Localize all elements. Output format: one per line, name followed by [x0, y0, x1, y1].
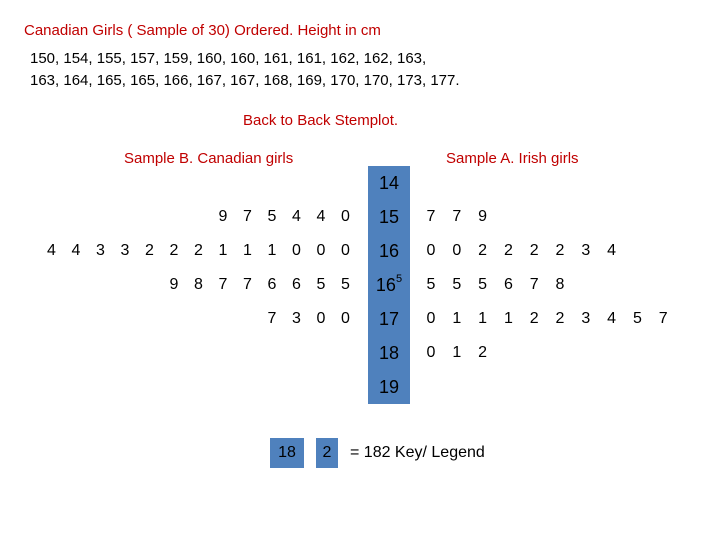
- stem-6: 19: [378, 377, 400, 397]
- key-legend-text: = 182 Key/ Legend: [350, 444, 485, 461]
- right-leaf: 2: [555, 310, 565, 327]
- stem-column: [368, 166, 410, 404]
- stem-5: 18: [378, 343, 400, 363]
- stemplot-subtitle: Back to Back Stemplot.: [243, 112, 399, 129]
- left-leaf: 3: [120, 242, 130, 259]
- page-title: Canadian Girls ( Sample of 30) Ordered. …: [24, 22, 381, 39]
- left-leaf: 6: [267, 276, 277, 293]
- left-leaf: 7: [218, 276, 228, 293]
- left-leaf: 7: [243, 208, 252, 225]
- right-leaf: 1: [478, 310, 488, 327]
- stem-0: 14: [378, 173, 400, 193]
- sample-a-label: Sample A. Irish girls: [446, 150, 579, 167]
- right-leaf: 2: [555, 242, 565, 259]
- key-leaf-box: 2: [316, 438, 338, 468]
- right-leaf: 4: [607, 242, 617, 259]
- right-leaf: 1: [452, 310, 462, 327]
- stem-1: 15: [378, 207, 400, 227]
- right-leaf: 4: [607, 310, 617, 327]
- left-leaf: 7: [267, 310, 277, 327]
- left-leaf: 1: [267, 242, 277, 259]
- left-leaf: 2: [145, 242, 154, 259]
- right-leaf: 7: [452, 208, 462, 225]
- left-leaf: 7: [243, 276, 252, 293]
- key-stem-box: 18: [270, 438, 304, 468]
- left-leaf: 9: [169, 276, 179, 293]
- right-leaf: 5: [426, 276, 436, 293]
- stem-2: 16: [378, 241, 400, 261]
- left-leaf: 0: [341, 208, 350, 225]
- sample-b-label: Sample B. Canadian girls: [124, 150, 294, 167]
- right-leaf: 8: [555, 276, 565, 293]
- right-leaf: 0: [426, 344, 436, 361]
- left-leaf: 4: [47, 242, 56, 259]
- right-leaf: 1: [503, 310, 513, 327]
- right-leaf: 7: [658, 310, 668, 327]
- left-leaf: 3: [292, 310, 301, 327]
- left-leaf: 0: [316, 242, 326, 259]
- stem-3: 165: [375, 273, 403, 296]
- left-leaf: 5: [341, 276, 350, 293]
- right-leaf: 2: [503, 242, 513, 259]
- right-leaf: 2: [478, 344, 488, 361]
- left-leaf: 0: [341, 242, 350, 259]
- right-leaf: 0: [426, 310, 436, 327]
- right-leaf: 7: [529, 276, 539, 293]
- right-leaf: 9: [478, 208, 488, 225]
- left-leaf: 0: [316, 310, 326, 327]
- left-leaf: 8: [194, 276, 203, 293]
- right-leaf: 3: [581, 242, 591, 259]
- data-values: 150, 154, 155, 157, 159, 160, 160, 161, …: [30, 48, 460, 92]
- left-leaf: 3: [96, 242, 105, 259]
- right-leaf: 2: [529, 242, 539, 259]
- left-leaf: 6: [292, 276, 301, 293]
- right-leaf: 5: [452, 276, 462, 293]
- left-leaf: 2: [194, 242, 203, 259]
- right-leaf: 5: [632, 310, 642, 327]
- right-leaf: 2: [478, 242, 488, 259]
- left-leaf: 1: [218, 242, 228, 259]
- right-leaf: 0: [426, 242, 436, 259]
- right-leaf: 3: [581, 310, 591, 327]
- left-leaf: 1: [243, 242, 252, 259]
- left-leaf: 4: [316, 208, 326, 225]
- right-leaf: 7: [426, 208, 436, 225]
- right-leaf: 1: [452, 344, 462, 361]
- left-leaf: 5: [316, 276, 326, 293]
- data-line-2: 163, 164, 165, 165, 166, 167, 167, 168, …: [30, 72, 460, 89]
- right-leaf: 6: [503, 276, 513, 293]
- stem-4: 17: [378, 309, 400, 329]
- left-leaf: 0: [292, 242, 301, 259]
- right-leaf: 0: [452, 242, 462, 259]
- left-leaf: 4: [71, 242, 81, 259]
- left-leaf: 2: [169, 242, 179, 259]
- right-leaf: 2: [529, 310, 539, 327]
- left-leaf: 9: [218, 208, 228, 225]
- data-line-1: 150, 154, 155, 157, 159, 160, 160, 161, …: [30, 50, 427, 67]
- left-leaf: 0: [341, 310, 350, 327]
- left-leaf: 5: [267, 208, 277, 225]
- left-leaf: 4: [292, 208, 301, 225]
- right-leaf: 5: [478, 276, 488, 293]
